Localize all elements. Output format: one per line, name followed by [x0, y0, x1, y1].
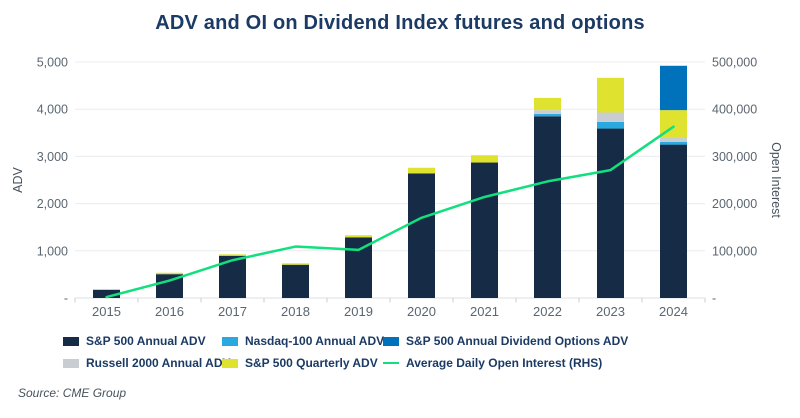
source-note: Source: CME Group: [18, 386, 127, 400]
bar-segment-2022: [534, 97, 561, 111]
x-axis-label: 2021: [470, 304, 499, 319]
bar-segment-2019: [345, 235, 372, 238]
x-axis-label: 2022: [533, 304, 562, 319]
legend-color-swatch: [222, 358, 238, 368]
legend-label: S&P 500 Annual ADV: [86, 334, 206, 348]
bar-segment-2016: [156, 272, 183, 275]
bar-segment-2016: [156, 274, 183, 298]
x-axis-label: 2024: [659, 304, 688, 319]
bar-segment-2024: [660, 137, 687, 143]
legend-item: S&P 500 Quarterly ADV: [222, 356, 383, 370]
bar-segment-2023: [597, 121, 624, 129]
legend-item: Russell 2000 Annual ADV: [63, 356, 231, 370]
bar-segment-2023: [597, 77, 624, 113]
open-interest-line: [105, 125, 675, 299]
bar-segment-2018: [282, 264, 309, 298]
bar-segment-2017: [219, 254, 246, 256]
right-axis-tick-label: 100,000: [712, 244, 757, 258]
left-axis-tick-label: 5,000: [37, 56, 68, 70]
left-axis-tick-label: 3,000: [37, 150, 68, 164]
left-axis-tick-label: -: [64, 292, 68, 306]
right-axis-title: Open Interest: [769, 142, 783, 218]
x-axis-label: 2019: [344, 304, 373, 319]
bar-segment-2022: [534, 116, 561, 298]
legend-label: Average Daily Open Interest (RHS): [406, 356, 603, 370]
legend-color-swatch: [63, 336, 79, 346]
legend-color-swatch: [383, 336, 399, 346]
bar-segment-2020: [408, 173, 435, 298]
bar-segment-2024: [660, 142, 687, 145]
left-axis-tick-label: 4,000: [37, 103, 68, 117]
x-axis-label: 2016: [155, 304, 184, 319]
bar-segment-2024: [660, 144, 687, 298]
x-axis-label: 2018: [281, 304, 310, 319]
x-axis-label: 2020: [407, 304, 436, 319]
bar-segment-2024: [660, 65, 687, 111]
left-axis-title: ADV: [11, 166, 25, 192]
legend-item: Average Daily Open Interest (RHS): [383, 356, 800, 370]
right-axis-tick-label: 500,000: [712, 56, 757, 70]
right-axis-tick-label: 300,000: [712, 150, 757, 164]
bar-segment-2015: [93, 289, 120, 298]
x-axis-label: 2017: [218, 304, 247, 319]
legend-label: Nasdaq-100 Annual ADV: [245, 334, 385, 348]
legend-line-swatch: [383, 361, 399, 365]
legend: S&P 500 Annual ADV Nasdaq-100 Annual ADV S…: [63, 330, 800, 374]
bar-segment-2023: [597, 128, 624, 298]
legend-label: S&P 500 Quarterly ADV: [245, 356, 378, 370]
left-axis-tick-label: 1,000: [37, 244, 68, 258]
bar-segment-2018: [282, 263, 309, 265]
chart-title: ADV and OI on Dividend Index futures and…: [155, 12, 645, 34]
legend-color-swatch: [63, 358, 79, 368]
x-axis-label: 2015: [92, 304, 121, 319]
bar-segment-2021: [471, 162, 498, 298]
bar-segment-2022: [534, 110, 561, 114]
legend-color-swatch: [222, 336, 238, 346]
right-axis-tick-label: 200,000: [712, 197, 757, 211]
bar-segment-2021: [471, 155, 498, 163]
bar-segment-2023: [597, 112, 624, 122]
bar-segment-2015: [93, 289, 120, 290]
legend-item: S&P 500 Annual Dividend Options ADV: [383, 334, 800, 348]
legend-label: S&P 500 Annual Dividend Options ADV: [406, 334, 629, 348]
x-axis-label: 2023: [596, 304, 625, 319]
bar-segment-2019: [345, 237, 372, 298]
bar-segment-2022: [534, 113, 561, 117]
chart-svg: - 1,000 2,000 3,000 4,000 5,000 - 100,000 200,00…: [11, 56, 783, 320]
right-axis-tick-label: 400,000: [712, 103, 757, 117]
left-axis-tick-label: 2,000: [37, 197, 68, 211]
legend-item: Nasdaq-100 Annual ADV: [222, 334, 385, 348]
legend-item: S&P 500 Annual ADV: [63, 334, 222, 348]
right-axis-tick-label: -: [712, 292, 716, 306]
legend-label: Russell 2000 Annual ADV: [86, 356, 231, 370]
bar-segment-2020: [408, 167, 435, 174]
